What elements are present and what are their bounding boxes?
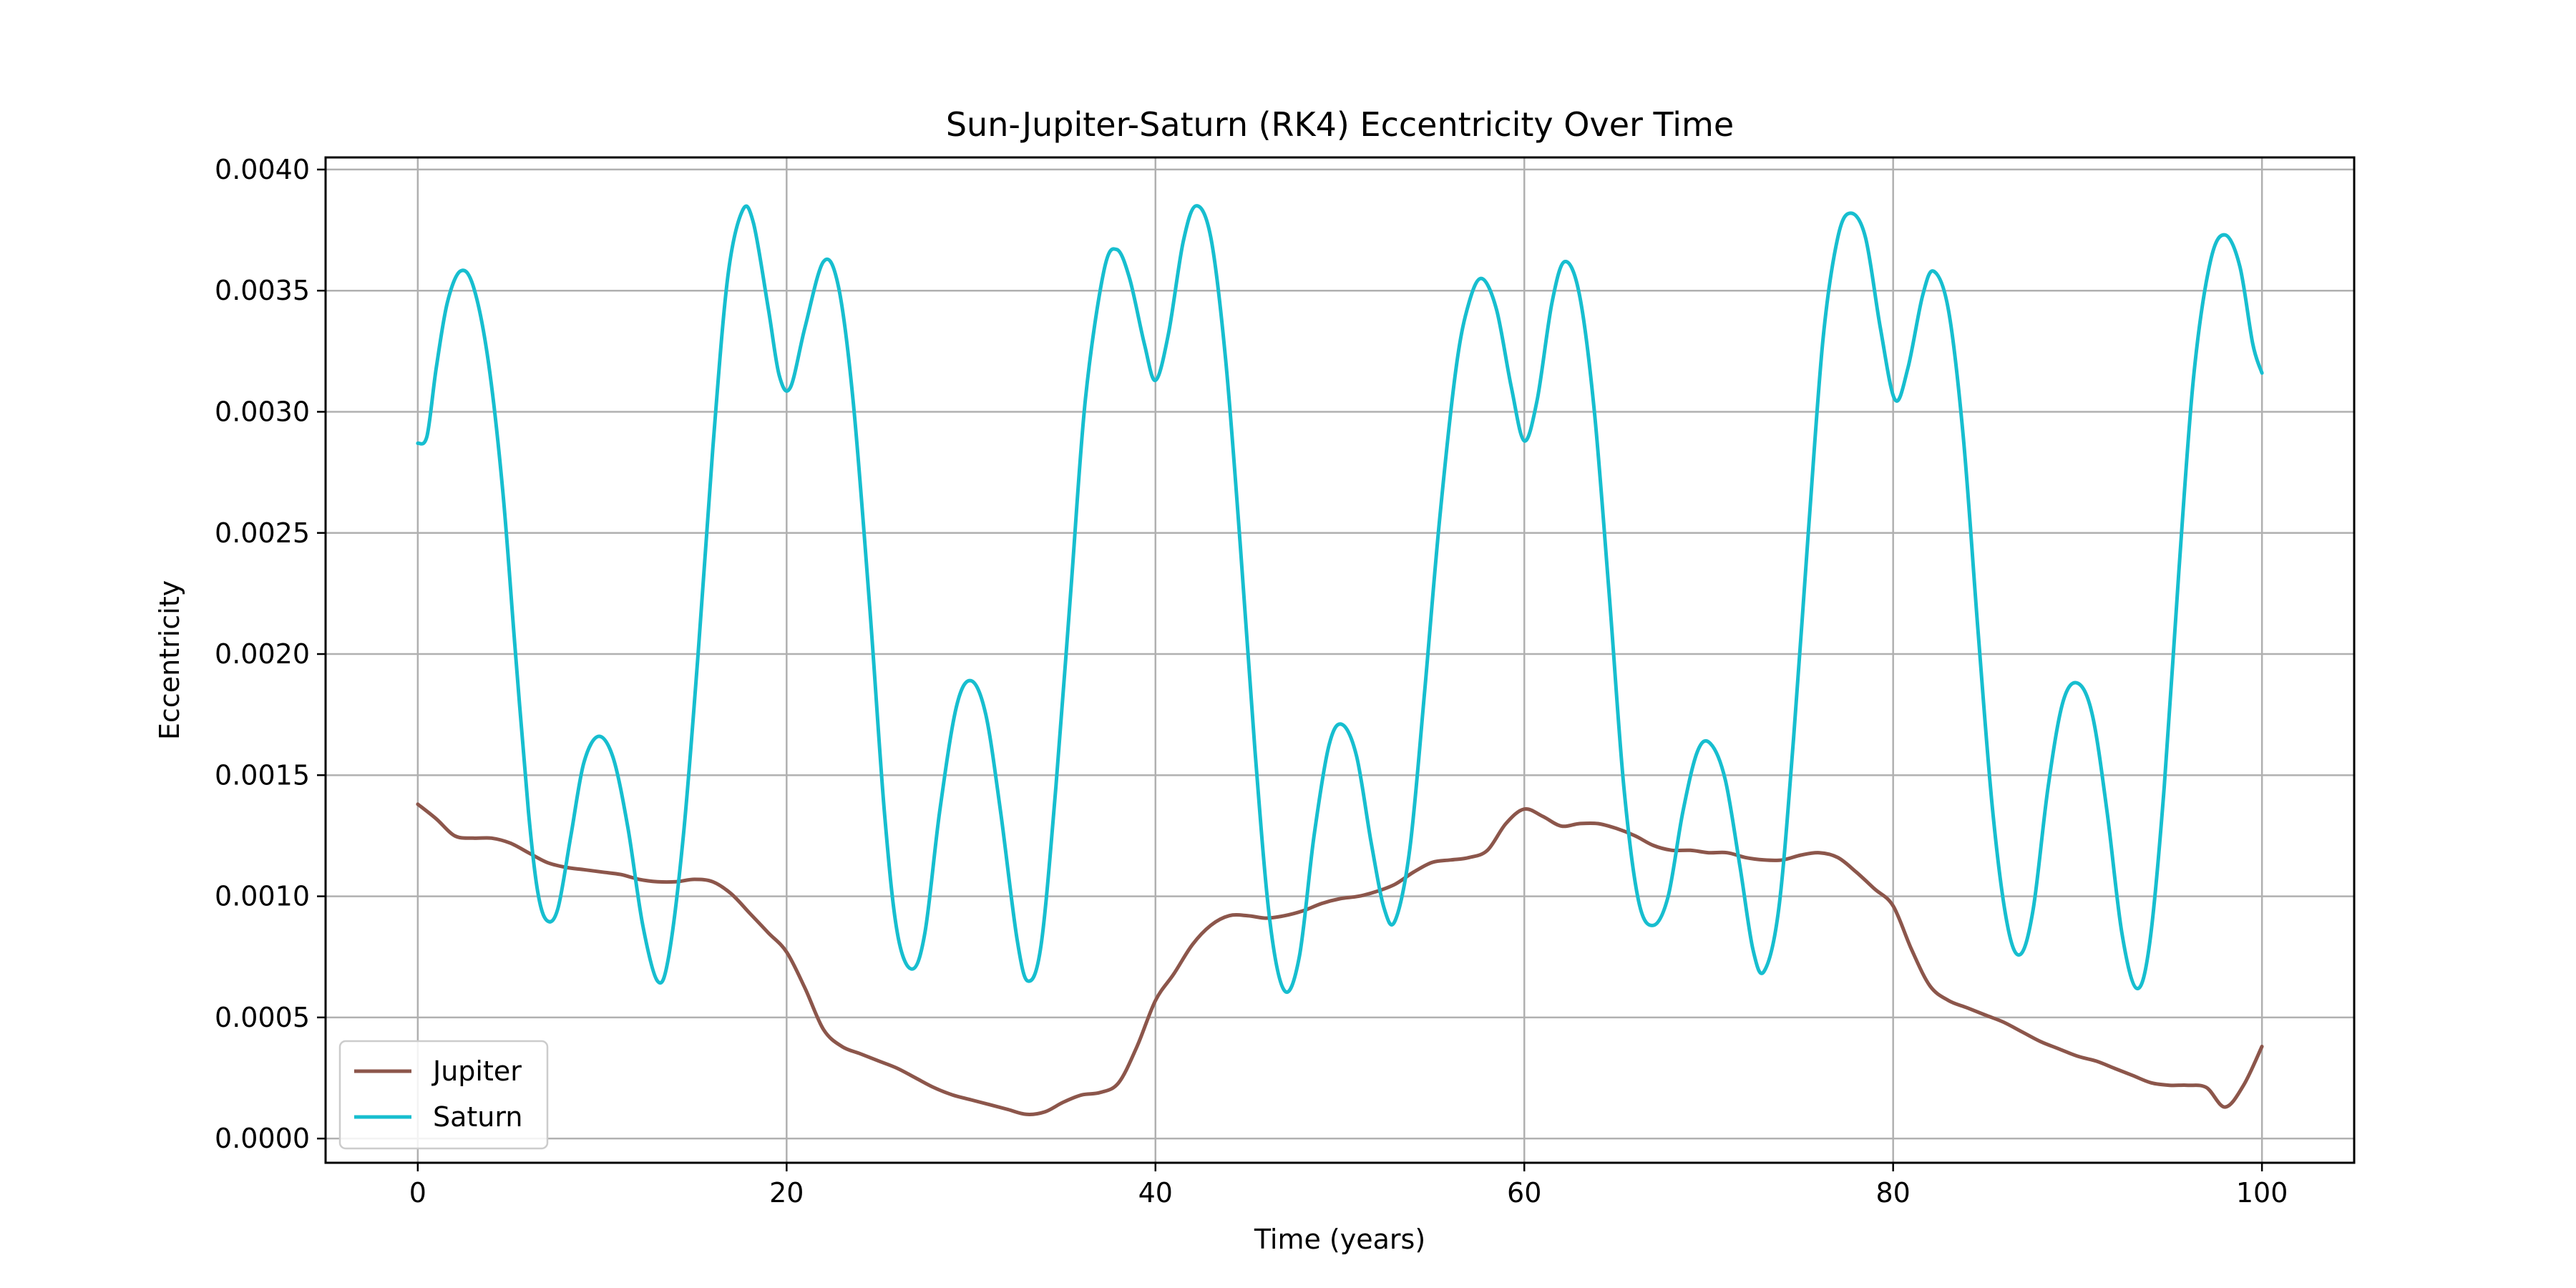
x-axis-label: Time (years) <box>1254 1224 1425 1255</box>
y-tick-label: 0.0025 <box>215 517 310 549</box>
legend-label-saturn: Saturn <box>433 1101 522 1133</box>
x-tick-label: 100 <box>2236 1177 2288 1209</box>
x-tick-label: 80 <box>1876 1177 1911 1209</box>
legend-box <box>338 1040 549 1150</box>
chart-title: Sun-Jupiter-Saturn (RK4) Eccentricity Ov… <box>946 105 1734 144</box>
series-line-jupiter <box>416 802 2264 1116</box>
plot-frame <box>324 156 2356 1164</box>
y-tick-label: 0.0020 <box>215 638 310 670</box>
x-axis: 0 20 40 60 80 100 <box>409 1163 2288 1209</box>
y-tick-label: 0.0035 <box>215 275 310 306</box>
y-tick-label: 0.0030 <box>215 396 310 427</box>
x-tick-label: 0 <box>409 1177 426 1209</box>
y-tick-label: 0.0040 <box>215 154 310 185</box>
series-layer <box>416 204 2264 1116</box>
y-tick-label: 0.0015 <box>215 759 310 791</box>
legend-label-jupiter: Jupiter <box>431 1055 522 1087</box>
x-tick-label: 20 <box>769 1177 804 1209</box>
y-axis-label: Eccentricity <box>154 580 185 740</box>
legend: Jupiter Saturn <box>338 1040 549 1150</box>
y-tick-label: 0.0000 <box>215 1123 310 1154</box>
series-line-saturn <box>416 204 2264 994</box>
grid <box>326 157 2354 1163</box>
y-tick-label: 0.0005 <box>215 1002 310 1033</box>
x-tick-label: 40 <box>1138 1177 1173 1209</box>
x-tick-label: 60 <box>1507 1177 1541 1209</box>
y-tick-label: 0.0010 <box>215 881 310 912</box>
y-axis: 0.0000 0.0005 0.0010 0.0015 0.0020 0.0025 0.00… <box>215 154 326 1154</box>
